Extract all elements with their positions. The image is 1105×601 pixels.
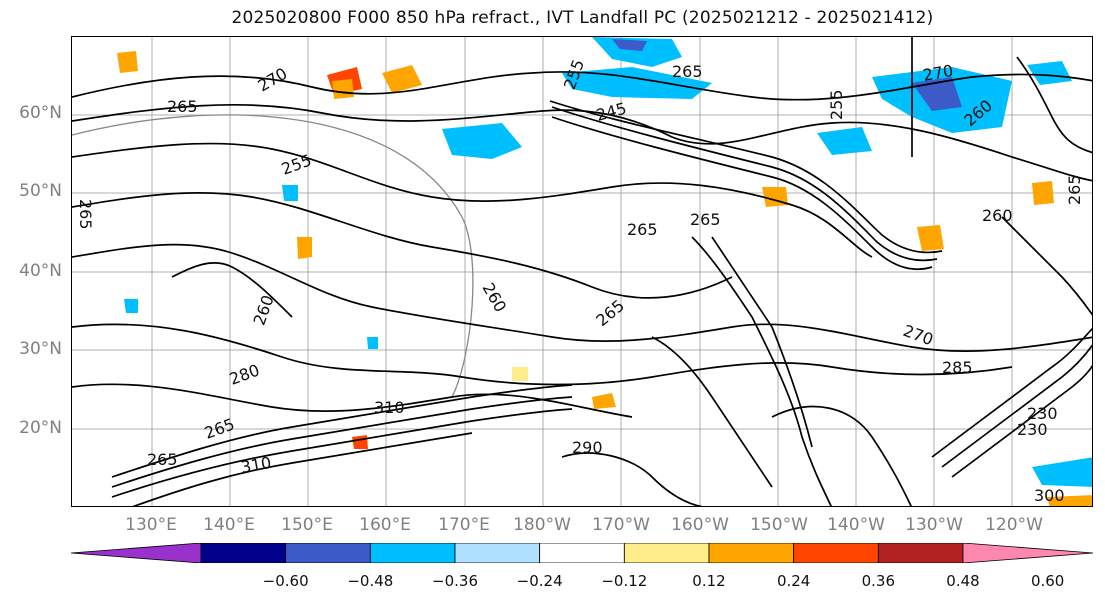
contour-label: 265 (672, 62, 703, 81)
contour-label: 255 (827, 89, 846, 120)
contour-label: 265 (76, 199, 95, 230)
lon-label: 140°E (203, 515, 255, 535)
map-title: 2025020800 F000 850 hPa refract., IVT La… (231, 8, 934, 28)
colorbar-tick-label: −0.36 (432, 572, 478, 590)
lon-label: 170°E (438, 515, 490, 535)
map-panel: 265 270 255 265 260 280 265 310 265 290 … (71, 36, 1093, 507)
colorbar-tick-label: −0.48 (347, 572, 394, 590)
graticule (72, 37, 1092, 506)
contour-label: 265 (592, 296, 628, 330)
colorbar-tick-label: −0.60 (262, 572, 309, 590)
contour-label: 310 (239, 453, 272, 477)
colorbar-segment (71, 543, 202, 563)
contour-label: 260 (249, 293, 277, 328)
contour-label: 310 (374, 398, 405, 417)
contour-label: 260 (479, 280, 511, 316)
colorbar-segment (708, 543, 795, 563)
contour-label: 230 (1027, 404, 1058, 423)
lon-label: 160°E (359, 515, 411, 535)
contour-label: 270 (255, 64, 291, 96)
contour-label: 270 (901, 321, 936, 349)
lon-label: 160°W (671, 515, 729, 535)
colorbar-tick-label: −0.12 (601, 572, 648, 590)
contour-label: 280 (227, 360, 262, 388)
lat-label: 60°N (19, 103, 62, 123)
great-circle-arc (72, 114, 474, 398)
lat-label: 40°N (19, 261, 62, 281)
colorbar-tick-label: 0.36 (861, 572, 896, 590)
colorbar-segment (793, 543, 879, 563)
contour-label: 265 (202, 414, 237, 442)
contour-label: 230 (1017, 420, 1048, 439)
colorbar-segment (369, 543, 456, 563)
colorbar-tick-label: 0.24 (776, 572, 811, 590)
colorbar-tick-label: 0.48 (946, 572, 980, 590)
refractivity-contours (72, 37, 1092, 506)
colorbar-segment (877, 543, 964, 563)
contour-label: 300 (1034, 486, 1065, 505)
contour-label: 290 (572, 438, 603, 457)
contour-label: 265 (167, 97, 198, 116)
contour-label: 265 (147, 450, 178, 469)
lat-label: 50°N (19, 181, 62, 201)
lon-label: 130°W (905, 515, 963, 535)
lon-label: 150°E (281, 515, 333, 535)
lat-label: 20°N (19, 418, 62, 438)
contour-label: 265 (1065, 174, 1084, 205)
contour-label: 265 (690, 210, 721, 229)
contour-label: 265 (627, 220, 658, 239)
colorbar-segment (623, 543, 710, 563)
lon-label: 130°E (125, 515, 177, 535)
lon-label: 170°W (592, 515, 650, 535)
colorbar-segment (962, 543, 1093, 563)
colorbar-segment (539, 543, 625, 563)
colorbar-tick-label: 0.12 (692, 572, 726, 590)
lat-label: 30°N (19, 339, 62, 359)
map-canvas: 265 270 255 265 260 280 265 310 265 290 … (72, 37, 1092, 506)
colorbar-segment (454, 543, 541, 563)
colorbar (71, 543, 1093, 563)
lon-label: 180°W (513, 515, 571, 535)
contour-label: 285 (942, 358, 973, 377)
contour-label: 260 (982, 206, 1013, 225)
colorbar-segment (285, 543, 371, 563)
lon-label: 140°W (827, 515, 885, 535)
colorbar-tick-label: −0.24 (516, 572, 563, 590)
lon-label: 120°W (985, 515, 1043, 535)
colorbar-tick-label: 0.60 (1030, 572, 1065, 590)
contour-label: 255 (279, 150, 314, 178)
lon-label: 150°W (750, 515, 808, 535)
colorbar-segment (200, 543, 287, 563)
